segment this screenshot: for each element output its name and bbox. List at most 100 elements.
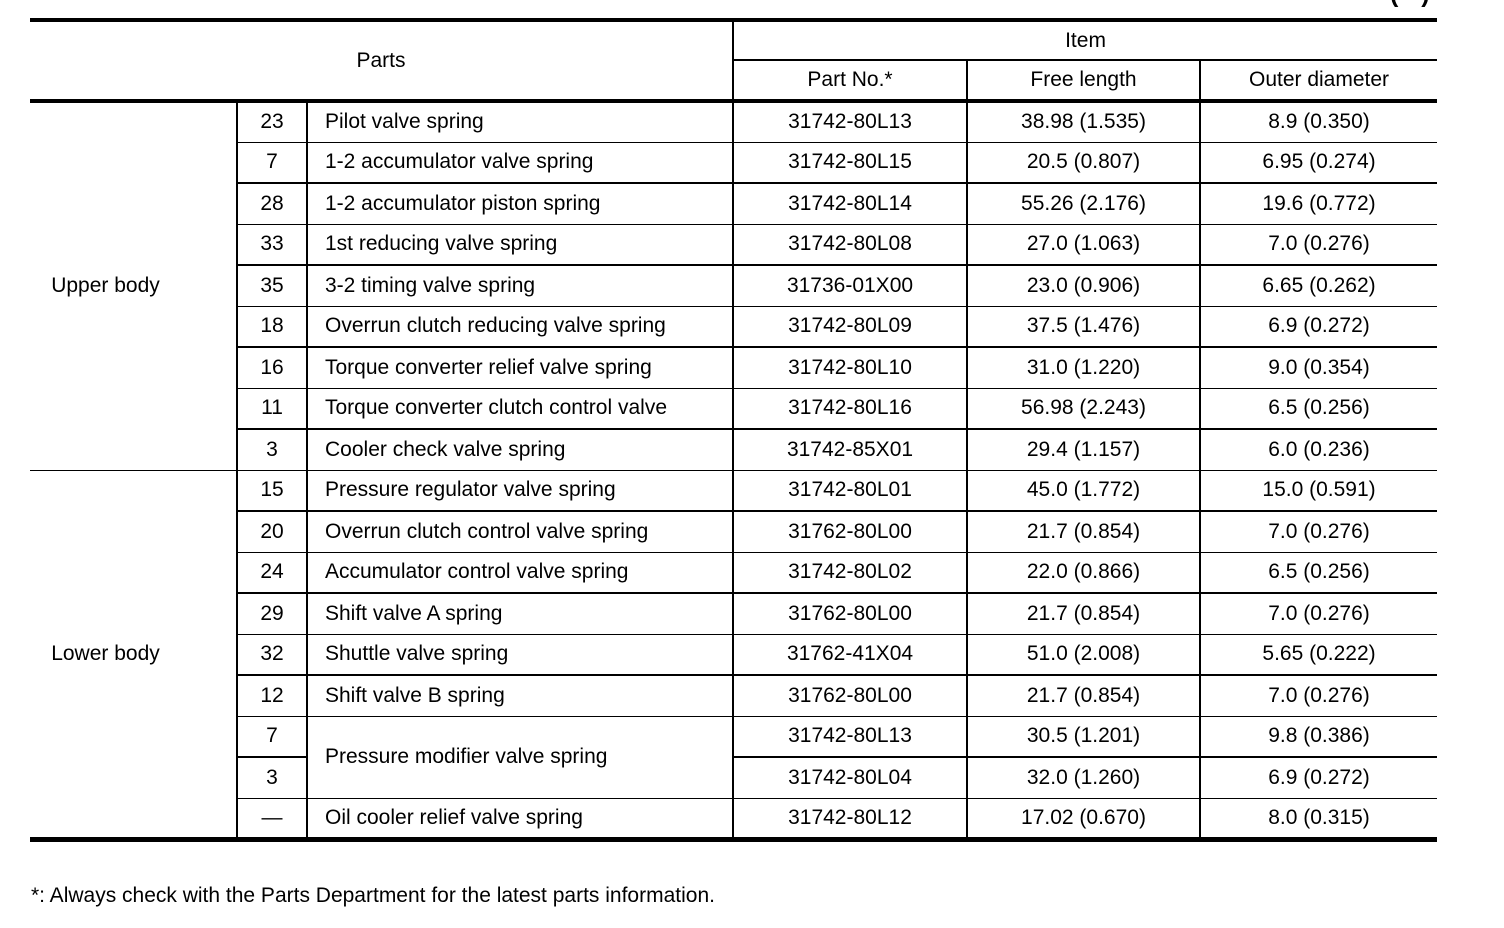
item-number-cell: 33: [236, 224, 307, 266]
free-length-cell: 32.0 (1.260): [966, 757, 1200, 799]
free-length-cell: 27.0 (1.063): [966, 224, 1200, 266]
free-length-cell: 20.5 (0.807): [966, 142, 1200, 184]
outer-diameter-cell: 7.0 (0.276): [1198, 224, 1438, 266]
item-number-cell: 3: [236, 757, 307, 799]
part-name-cell: Accumulator control valve spring: [306, 552, 733, 594]
item-number-cell: 35: [236, 265, 307, 307]
table-row: 35 3-2 timing valve spring 31736-01X00 2…: [30, 265, 1438, 307]
free-length-cell: 55.26 (2.176): [966, 183, 1200, 225]
outer-diameter-cell: 7.0 (0.276): [1198, 675, 1438, 717]
table-row: — Oil cooler relief valve spring 31742-8…: [30, 798, 1438, 840]
item-number-cell: 12: [236, 675, 307, 717]
parts-header: Parts: [30, 20, 733, 103]
footnote: *: Always check with the Parts Departmen…: [31, 884, 715, 907]
item-number-cell: —: [236, 798, 307, 840]
part-name-cell: Overrun clutch control valve spring: [306, 511, 733, 553]
unit-note-cropped: ( ): [1390, 0, 1438, 9]
part-name-cell: Torque converter clutch control valve: [306, 388, 733, 430]
part-no-cell: 31742-80L01: [732, 470, 967, 512]
table-row: 29 Shift valve A spring 31762-80L00 21.7…: [30, 593, 1438, 635]
part-name-cell: Oil cooler relief valve spring: [306, 798, 733, 840]
free-length-cell: 45.0 (1.772): [966, 470, 1200, 512]
item-number-cell: 3: [236, 429, 307, 471]
part-no-cell: 31762-41X04: [732, 634, 967, 676]
item-number-cell: 32: [236, 634, 307, 676]
table-row: 3 Cooler check valve spring 31742-85X01 …: [30, 429, 1438, 471]
part-no-cell: 31742-85X01: [732, 429, 967, 471]
item-number-cell: 15: [236, 470, 307, 512]
table-row: 32 Shuttle valve spring 31762-41X04 51.0…: [30, 634, 1438, 676]
outer-diameter-cell: 6.9 (0.272): [1198, 757, 1438, 799]
part-no-cell: 31736-01X00: [732, 265, 967, 307]
part-no-cell: 31742-80L13: [732, 101, 967, 143]
item-number-cell: 20: [236, 511, 307, 553]
col-header-free-length: Free length: [966, 60, 1200, 103]
part-name-cell: Cooler check valve spring: [306, 429, 733, 471]
outer-diameter-cell: 8.0 (0.315): [1198, 798, 1438, 840]
table-row: 16 Torque converter relief valve spring …: [30, 347, 1438, 389]
item-number-cell: 18: [236, 306, 307, 348]
outer-diameter-cell: 6.5 (0.256): [1198, 552, 1438, 594]
part-no-cell: 31742-80L13: [732, 716, 967, 758]
part-no-cell: 31742-80L16: [732, 388, 967, 430]
item-number-cell: 7: [236, 716, 307, 758]
part-name-cell: Overrun clutch reducing valve spring: [306, 306, 733, 348]
free-length-cell: 21.7 (0.854): [966, 675, 1200, 717]
free-length-cell: 30.5 (1.201): [966, 716, 1200, 758]
part-name-cell: 1-2 accumulator valve spring: [306, 142, 733, 184]
part-no-cell: 31742-80L08: [732, 224, 967, 266]
col-header-outer-diameter: Outer diameter: [1198, 60, 1438, 103]
table-row: 33 1st reducing valve spring 31742-80L08…: [30, 224, 1438, 266]
table-row: Lower body 15 Pressure regulator valve s…: [30, 470, 1438, 840]
parts-spec-table: Parts Item Part No.* Free length Outer d…: [30, 18, 1438, 842]
item-number-cell: 28: [236, 183, 307, 225]
free-length-cell: 21.7 (0.854): [966, 593, 1200, 635]
free-length-cell: 29.4 (1.157): [966, 429, 1200, 471]
item-header: Item: [731, 20, 1438, 61]
part-name-cell: Shift valve A spring: [306, 593, 733, 635]
part-no-cell: 31742-80L15: [732, 142, 967, 184]
table-row: 24 Accumulator control valve spring 3174…: [30, 552, 1438, 594]
part-name-cell: Shift valve B spring: [306, 675, 733, 717]
part-name-cell: Torque converter relief valve spring: [306, 347, 733, 389]
outer-diameter-cell: 8.9 (0.350): [1198, 101, 1438, 143]
part-name-cell: 3-2 timing valve spring: [306, 265, 733, 307]
group-label-lower-body: Lower body: [30, 470, 237, 840]
outer-diameter-cell: 6.95 (0.274): [1198, 142, 1438, 184]
free-length-cell: 56.98 (2.243): [966, 388, 1200, 430]
table-body: Upper body 23 Pilot valve spring 31742-8…: [30, 101, 1438, 840]
item-number-cell: 11: [236, 388, 307, 430]
item-number-cell: 24: [236, 552, 307, 594]
outer-diameter-cell: 9.0 (0.354): [1198, 347, 1438, 389]
outer-diameter-cell: 7.0 (0.276): [1198, 511, 1438, 553]
table-row: 3 31742-80L04 32.0 (1.260) 6.9 (0.272): [30, 757, 1438, 799]
item-number-cell: 23: [236, 101, 307, 143]
outer-diameter-cell: 6.5 (0.256): [1198, 388, 1438, 430]
part-name-cell: Pilot valve spring: [306, 101, 733, 143]
part-name-cell: Pressure regulator valve spring: [306, 470, 733, 512]
item-number-cell: 7: [236, 142, 307, 184]
table-row: 11 Torque converter clutch control valve…: [30, 388, 1438, 430]
outer-diameter-cell: 6.9 (0.272): [1198, 306, 1438, 348]
table-header: Parts Item Part No.* Free length Outer d…: [30, 20, 1438, 103]
part-no-cell: 31742-80L10: [732, 347, 967, 389]
header-row-top: Parts Item: [30, 20, 1438, 103]
part-name-cell: Shuttle valve spring: [306, 634, 733, 676]
table-row: 20 Overrun clutch control valve spring 3…: [30, 511, 1438, 553]
col-header-part-no: Part No.*: [732, 60, 967, 103]
part-no-cell: 31742-80L09: [732, 306, 967, 348]
table-row: 7 1-2 accumulator valve spring 31742-80L…: [30, 142, 1438, 184]
part-name-cell: 1st reducing valve spring: [306, 224, 733, 266]
part-no-cell: 31742-80L12: [732, 798, 967, 840]
outer-diameter-cell: 7.0 (0.276): [1198, 593, 1438, 635]
outer-diameter-cell: 6.0 (0.236): [1198, 429, 1438, 471]
table-row: 28 1-2 accumulator piston spring 31742-8…: [30, 183, 1438, 225]
free-length-cell: 38.98 (1.535): [966, 101, 1200, 143]
group-label-upper-body: Upper body: [30, 101, 237, 471]
free-length-cell: 51.0 (2.008): [966, 634, 1200, 676]
free-length-cell: 22.0 (0.866): [966, 552, 1200, 594]
part-no-cell: 31742-80L04: [732, 757, 967, 799]
outer-diameter-cell: 6.65 (0.262): [1198, 265, 1438, 307]
part-name-cell: 1-2 accumulator piston spring: [306, 183, 733, 225]
outer-diameter-cell: 9.8 (0.386): [1198, 716, 1438, 758]
